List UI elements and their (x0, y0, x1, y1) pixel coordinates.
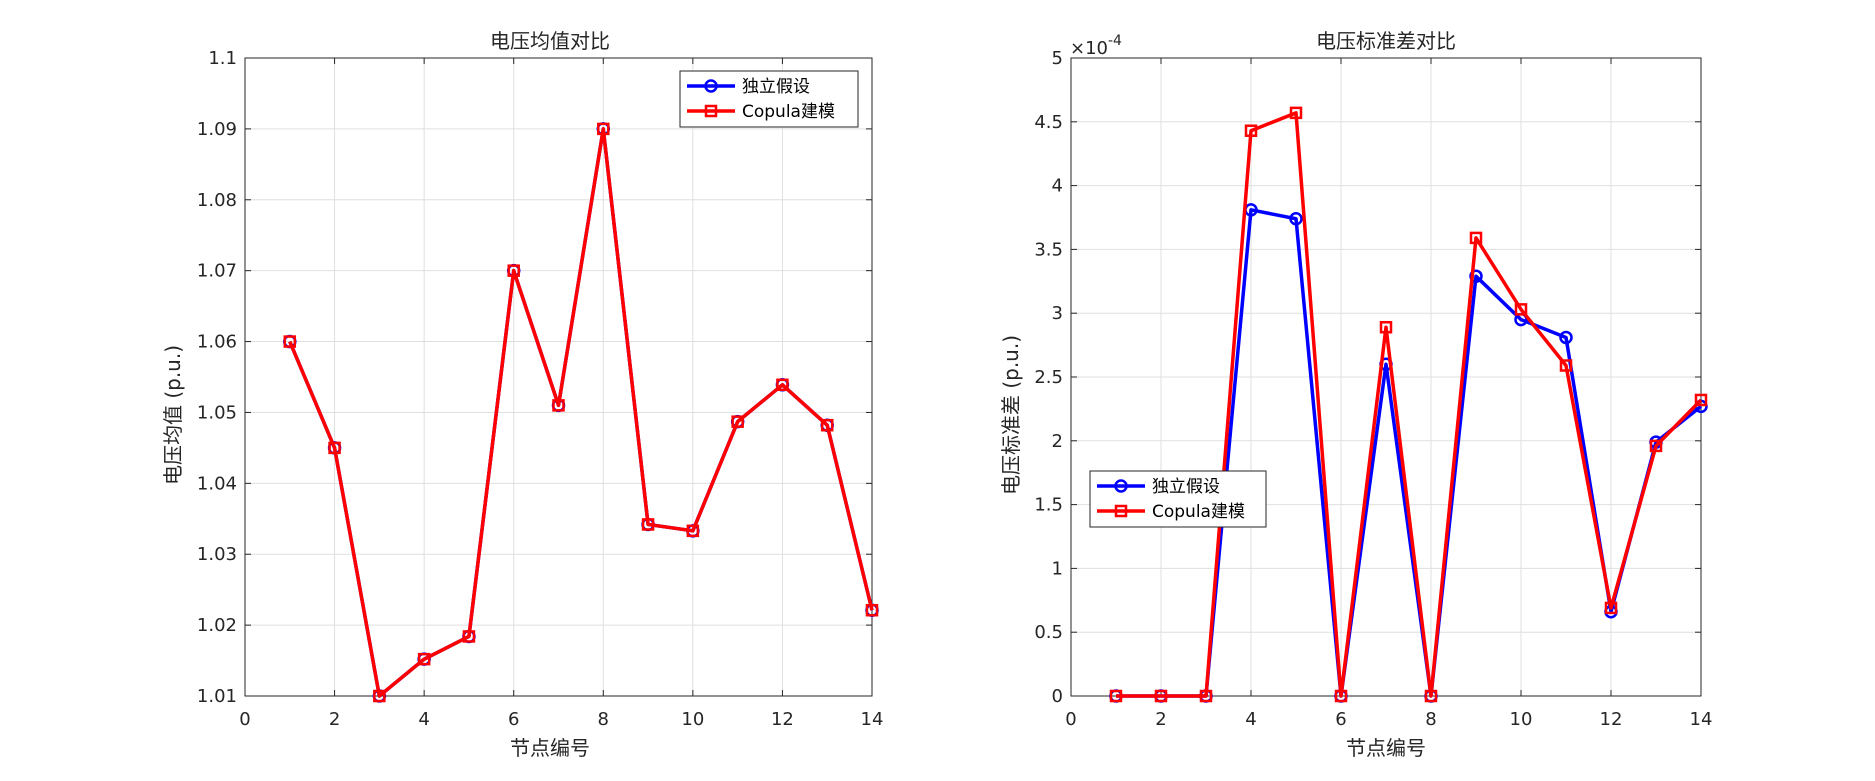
y-tick-label: 3.5 (1034, 239, 1063, 260)
data-point (776, 378, 789, 392)
x-tick-label: 4 (1245, 709, 1256, 730)
y-tick-label: 0 (1052, 686, 1063, 707)
data-point (328, 441, 341, 455)
data-point (1199, 689, 1213, 703)
data-point (1244, 124, 1258, 137)
y-tick-label: 1.05 (197, 402, 237, 423)
legend-label: 独立假设 (742, 77, 810, 97)
y-tick-label: 3 (1052, 303, 1063, 324)
data-point (1559, 330, 1573, 345)
plot-area (245, 58, 872, 696)
data-point (1379, 320, 1393, 334)
grid (1070, 57, 1702, 697)
x-tick-label: 0 (1065, 709, 1076, 730)
y-tick-label: 4.5 (1034, 112, 1063, 133)
x-tick-label: 2 (1155, 709, 1166, 730)
data-point (462, 630, 476, 643)
legend-marker (1114, 504, 1128, 518)
x-tick-label: 0 (239, 709, 250, 730)
y-tick-label: 1.08 (197, 190, 237, 211)
y-tick-label: 5 (1052, 48, 1063, 69)
data-point (1154, 689, 1168, 703)
y-tick-label: 1 (1052, 558, 1063, 579)
x-tick-label: 12 (1600, 709, 1623, 730)
y-axis-label: 电压标准差 (p.u.) (999, 335, 1023, 495)
data-point (1424, 689, 1438, 703)
y-tick-label: 1.07 (197, 261, 237, 282)
x-tick-label: 8 (598, 709, 609, 730)
data-point (507, 264, 520, 277)
y-tick-label: 0.5 (1034, 622, 1063, 643)
data-point (820, 418, 834, 432)
y-tick-label: 2.5 (1034, 367, 1063, 388)
series-line (1116, 111, 1703, 698)
x-axis-label: 节点编号 (510, 736, 590, 760)
axes-box (244, 57, 873, 697)
legend-label: 独立假设 (1152, 477, 1220, 497)
data-point (1289, 212, 1303, 226)
x-tick-label: 10 (681, 709, 704, 730)
legend-label: Copula建模 (742, 102, 835, 122)
chart-voltage-mean: 电压均值对比 节点编号 电压均值 (p.u.) 0 2 4 6 8 10 12 14 1.01 1… (161, 29, 883, 760)
data-point (597, 122, 610, 136)
data-point (1109, 689, 1123, 703)
legend-marker (1114, 479, 1128, 493)
series-line (288, 127, 874, 698)
x-tick-label: 6 (1335, 709, 1346, 730)
data-point (1289, 106, 1303, 120)
y-tick-label: 2 (1052, 431, 1063, 452)
legend: 独立假设 Copula建模 (1089, 470, 1267, 528)
legend-label: Copula建模 (1152, 502, 1245, 522)
data-point (1604, 601, 1618, 615)
x-axis-label: 节点编号 (1346, 736, 1426, 760)
legend-marker (704, 79, 718, 93)
y-tick-label: 1.06 (197, 332, 237, 353)
x-tick-label: 8 (1425, 709, 1436, 730)
data-point (1694, 393, 1708, 407)
y-tick-label: 1.02 (197, 615, 237, 636)
data-point (373, 689, 386, 703)
data-point (1334, 689, 1348, 703)
scale-base: ×10 (1070, 38, 1108, 59)
x-tick-label: 10 (1510, 709, 1533, 730)
data-point (686, 524, 700, 538)
data-point (641, 518, 655, 531)
x-tick-label: 12 (771, 709, 794, 730)
data-point (552, 399, 565, 412)
data-point (1649, 439, 1663, 453)
data-point (1469, 231, 1483, 245)
data-point (283, 335, 297, 348)
chart-voltage-std: 电压标准差对比 节点编号 电压标准差 (p.u.) ×10-4 0 2 4 6 8 10 1… (999, 29, 1712, 760)
data-point (1559, 359, 1573, 372)
y-axis-scale-exponent: ×10-4 (1070, 33, 1122, 59)
y-tick-label: 1.04 (197, 473, 237, 494)
data-point (731, 415, 744, 428)
x-tick-label: 6 (508, 709, 519, 730)
x-tick-label: 2 (329, 709, 340, 730)
y-tick-label: 1.01 (197, 686, 237, 707)
series-copula (1109, 106, 1708, 703)
series-copula (283, 122, 879, 703)
data-point (865, 603, 879, 617)
x-tick-label: 4 (418, 709, 429, 730)
data-point (417, 652, 431, 666)
chart-title: 电压标准差对比 (1316, 29, 1456, 53)
x-tick-label: 14 (861, 709, 884, 730)
scale-power: -4 (1108, 33, 1122, 49)
y-tick-label: 1.03 (197, 544, 237, 565)
y-tick-label: 1.1 (208, 48, 237, 69)
y-tick-label: 1.09 (197, 119, 237, 140)
chart-title: 电压均值对比 (490, 29, 610, 53)
y-tick-label: 4 (1052, 176, 1063, 197)
legend-marker (704, 104, 718, 118)
data-point (1514, 303, 1528, 316)
y-axis-label: 电压均值 (p.u.) (161, 345, 185, 485)
legend: 独立假设 Copula建模 (679, 70, 859, 128)
x-tick-label: 14 (1690, 709, 1713, 730)
y-tick-label: 1.5 (1034, 495, 1063, 516)
